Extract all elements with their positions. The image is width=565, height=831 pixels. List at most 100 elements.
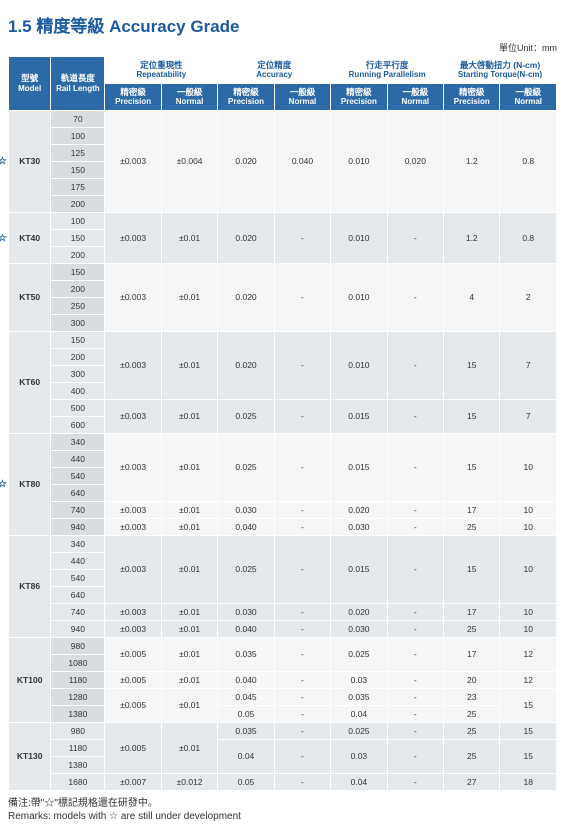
value-cell: ±0.003 [105, 501, 161, 518]
value-cell: 23 [444, 688, 500, 705]
value-cell: ±0.01 [161, 433, 217, 501]
model-cell: KT50 [9, 263, 51, 331]
value-cell: - [274, 501, 330, 518]
value-cell: ±0.003 [105, 620, 161, 637]
value-cell: 10 [500, 518, 557, 535]
model-cell: ☆KT40 [9, 212, 51, 263]
value-cell: - [387, 399, 443, 433]
value-cell: - [387, 637, 443, 671]
value-cell: 7 [500, 331, 557, 399]
value-cell: ±0.003 [105, 433, 161, 501]
value-cell: 12 [500, 671, 557, 688]
value-cell: 17 [444, 637, 500, 671]
rail-cell: 200 [51, 348, 105, 365]
value-cell: - [387, 433, 443, 501]
value-cell: - [387, 501, 443, 518]
value-cell: 10 [500, 501, 557, 518]
remarks: 備注:帶"☆"標記規格還在研發中。 Remarks: models with ☆… [8, 797, 557, 823]
value-cell: 0.040 [274, 110, 330, 212]
table-row: KT130980±0.005±0.010.035-0.025-2515 [9, 722, 557, 739]
value-cell: 0.04 [331, 773, 387, 790]
value-cell: ±0.01 [161, 535, 217, 603]
value-cell: ±0.01 [161, 620, 217, 637]
hdr-acc-cn: 定位精度 [220, 60, 328, 70]
value-cell: ±0.003 [105, 535, 161, 603]
value-cell: 0.020 [331, 603, 387, 620]
value-cell: 0.025 [218, 399, 274, 433]
rail-cell: 1080 [51, 654, 105, 671]
rail-cell: 150 [51, 161, 105, 178]
value-cell: 0.020 [218, 212, 274, 263]
value-cell: 0.010 [331, 110, 387, 212]
value-cell: 0.040 [218, 518, 274, 535]
table-row: 1180±0.005±0.010.040-0.03-2012 [9, 671, 557, 688]
rail-cell: 100 [51, 127, 105, 144]
value-cell: ±0.01 [161, 331, 217, 399]
value-cell: ±0.003 [105, 331, 161, 399]
hdr-par-en: Running Parallelism [333, 70, 441, 80]
value-cell: ±0.01 [161, 501, 217, 518]
value-cell: 15 [500, 739, 557, 773]
value-cell: ±0.01 [161, 212, 217, 263]
value-cell: 0.025 [218, 535, 274, 603]
value-cell: 1.2 [444, 212, 500, 263]
value-cell: ±0.01 [161, 671, 217, 688]
hdr-par-cn: 行走平行度 [333, 60, 441, 70]
rail-cell: 300 [51, 365, 105, 382]
table-row: ☆KT3070±0.003±0.0040.0200.0400.0100.0201… [9, 110, 557, 127]
table-row: KT86340±0.003±0.010.025-0.015-1510 [9, 535, 557, 552]
value-cell: 10 [500, 535, 557, 603]
value-cell: 0.05 [218, 705, 274, 722]
rail-cell: 1380 [51, 705, 105, 722]
rail-cell: 70 [51, 110, 105, 127]
value-cell: 15 [444, 399, 500, 433]
value-cell: ±0.003 [105, 603, 161, 620]
hdr-repeat-cn: 定位重現性 [107, 60, 215, 70]
table-row: ☆KT40100±0.003±0.010.020-0.010-1.20.8 [9, 212, 557, 229]
value-cell: - [274, 688, 330, 705]
value-cell: 17 [444, 501, 500, 518]
value-cell: 0.045 [218, 688, 274, 705]
value-cell: - [274, 722, 330, 739]
rail-cell: 200 [51, 195, 105, 212]
value-cell: 4 [444, 263, 500, 331]
value-cell: 25 [444, 620, 500, 637]
table-row: KT50150±0.003±0.010.020-0.010-42 [9, 263, 557, 280]
star-icon: ☆ [0, 479, 7, 490]
value-cell: - [387, 688, 443, 705]
value-cell: - [387, 722, 443, 739]
value-cell: 0.020 [218, 110, 274, 212]
value-cell: ±0.003 [105, 212, 161, 263]
hdr-repeat-en: Repeatability [107, 70, 215, 80]
value-cell: 0.010 [331, 263, 387, 331]
value-cell: ±0.012 [161, 773, 217, 790]
value-cell: - [274, 620, 330, 637]
value-cell: - [274, 671, 330, 688]
rail-cell: 980 [51, 637, 105, 654]
value-cell: 0.03 [331, 671, 387, 688]
value-cell: 10 [500, 433, 557, 501]
value-cell: 0.030 [331, 518, 387, 535]
value-cell: - [274, 331, 330, 399]
table-row: 940±0.003±0.010.040-0.030-2510 [9, 518, 557, 535]
remarks-cn: 備注:帶"☆"標記規格還在研發中。 [8, 797, 557, 810]
value-cell: 0.040 [218, 620, 274, 637]
hdr-rail-en: Rail Length [53, 84, 102, 94]
value-cell: 0.025 [218, 433, 274, 501]
value-cell: 1.2 [444, 110, 500, 212]
value-cell: 0.020 [218, 263, 274, 331]
value-cell: 0.035 [218, 637, 274, 671]
value-cell: 15 [444, 535, 500, 603]
value-cell: 25 [444, 739, 500, 773]
value-cell: 0.010 [331, 212, 387, 263]
value-cell: 0.020 [331, 501, 387, 518]
table-row: 500±0.003±0.010.025-0.015-157 [9, 399, 557, 416]
value-cell: 0.030 [218, 501, 274, 518]
value-cell: ±0.005 [105, 671, 161, 688]
value-cell: ±0.003 [105, 263, 161, 331]
rail-cell: 740 [51, 603, 105, 620]
rail-cell: 150 [51, 229, 105, 246]
value-cell: ±0.003 [105, 110, 161, 212]
value-cell: ±0.01 [161, 637, 217, 671]
rail-cell: 600 [51, 416, 105, 433]
